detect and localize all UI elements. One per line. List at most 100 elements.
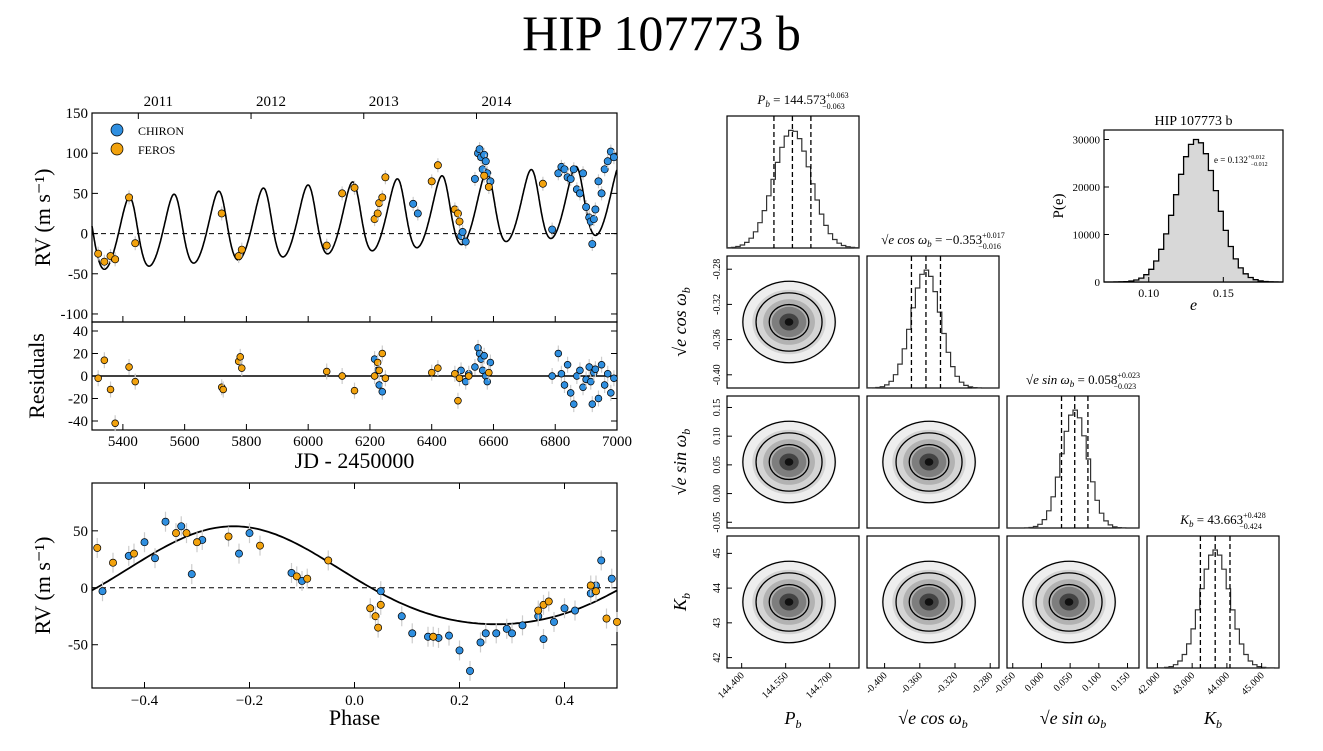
legend-marker <box>110 123 124 137</box>
y-tick-label: 20000 <box>1073 182 1101 194</box>
data-point <box>571 606 579 615</box>
contour-2-1-frame <box>866 395 1000 529</box>
data-point <box>427 368 436 377</box>
data-point <box>454 397 462 405</box>
contour-line <box>755 432 823 492</box>
contour-line <box>768 583 810 621</box>
data-point <box>560 165 569 174</box>
corner-hist-sesin-panel-frame <box>1006 395 1140 529</box>
data-point <box>433 161 442 170</box>
data-point <box>413 209 422 218</box>
corner-x-label: √e cos ωb <box>898 708 968 731</box>
x-tick-label: 5800 <box>231 434 261 450</box>
data-point <box>303 574 312 583</box>
data-point <box>373 209 382 218</box>
data-point <box>480 352 488 360</box>
contour-3-0-frame <box>726 535 860 669</box>
y-tick-label: 44 <box>712 583 723 593</box>
year-label: 2012 <box>256 94 286 110</box>
label-down: −0.424 <box>1239 522 1262 531</box>
label-sub: b <box>765 99 770 109</box>
data-point <box>376 587 385 596</box>
contour-line <box>768 303 810 341</box>
ecc-annotation: e = 0.132+0.012 −0.012 <box>1214 155 1268 168</box>
y-tick-label: -0.36 <box>712 329 723 350</box>
x-tick-label: 0.150 <box>1109 670 1133 694</box>
data-point <box>586 581 595 590</box>
data-point <box>602 614 611 623</box>
data-point <box>585 363 593 371</box>
label-down: −0.063 <box>822 102 845 111</box>
y-tick-label: -50 <box>68 267 88 283</box>
x-tick-label: -0.050 <box>992 670 1018 696</box>
label-main: P <box>784 708 796 728</box>
x-tick-label: 0.100 <box>1080 670 1104 694</box>
y-tick-label: 0.10 <box>712 427 723 445</box>
corner-hist-secos-title-text: √e cos ωb = −0.353+0.017 −0.016 <box>881 231 1005 251</box>
x-tick-label: 7000 <box>602 434 632 450</box>
x-tick-label: 5600 <box>170 434 200 450</box>
data-point <box>100 257 109 266</box>
y-axis-label: Residuals <box>24 333 49 419</box>
data-point <box>566 174 575 183</box>
rv-time-panel: -100 -50 0 50 100 150 2011 2012 2013 2014 CHIRON FE… <box>30 94 618 323</box>
data-point <box>366 604 375 613</box>
data-point <box>470 174 479 183</box>
data-point <box>591 365 600 374</box>
data-point <box>434 364 442 372</box>
data-point <box>177 522 186 531</box>
legend-label: CHIRON <box>138 124 184 138</box>
label-sub: b <box>1100 717 1106 731</box>
corner-x-label: √e sin ωb <box>1040 708 1107 731</box>
label-value: = 144.573 <box>770 92 826 107</box>
data-point <box>100 356 109 365</box>
data-point <box>588 240 597 248</box>
y-tick-label: 42 <box>712 653 723 663</box>
data-point <box>465 372 473 380</box>
contour-3-0 <box>726 535 860 669</box>
data-point <box>94 374 102 383</box>
data-point <box>374 623 383 632</box>
y-tick-label: 150 <box>66 106 89 122</box>
data-point <box>427 177 436 186</box>
x-tick-label: 6000 <box>293 434 323 450</box>
data-point <box>109 558 117 567</box>
data-point <box>539 635 548 643</box>
y-axis-label: RV (m s⁻¹) <box>30 169 55 267</box>
data-point <box>322 241 331 250</box>
data-point <box>93 543 102 552</box>
ecc-title: HIP 107773 b <box>1154 114 1232 129</box>
year-label: 2013 <box>369 94 399 110</box>
data-point <box>457 366 465 375</box>
x-tick-label: 42.000 <box>1135 670 1162 697</box>
data-point <box>397 612 406 621</box>
data-point <box>613 617 621 626</box>
data-point <box>483 377 492 386</box>
label-main: √e sin ω <box>670 435 690 496</box>
y-tick-label: 50 <box>73 524 88 540</box>
x-tick-label: 0.000 <box>1023 670 1047 694</box>
data-point <box>563 361 572 369</box>
x-tick-label: 144.400 <box>716 670 747 701</box>
label-sub: b <box>679 287 693 293</box>
x-tick-label: −0.4 <box>131 693 159 709</box>
figure-title: HIP 107773 b <box>522 5 801 61</box>
ecc-x-label: e <box>1190 297 1197 314</box>
annotation-main: e = 0.132 <box>1214 155 1248 165</box>
corner-hist-P-title-text: Pb = 144.573+0.063 −0.063 <box>756 91 848 111</box>
contour-line <box>882 560 976 644</box>
data-point <box>151 554 159 563</box>
density-level <box>784 318 794 326</box>
ecc-histogram <box>1104 138 1283 283</box>
data-point <box>375 381 383 389</box>
y-tick-label: 0.15 <box>712 399 723 417</box>
corner-hist-secos-panel-frame <box>866 255 1000 389</box>
corner-hist-P-title: Pb = 144.573+0.063 −0.063 <box>756 91 848 111</box>
data-point <box>603 157 612 166</box>
data-point <box>569 165 578 174</box>
data-point <box>471 363 479 371</box>
data-point <box>594 394 603 403</box>
contour-line <box>1022 560 1116 644</box>
contour-line <box>755 572 823 632</box>
